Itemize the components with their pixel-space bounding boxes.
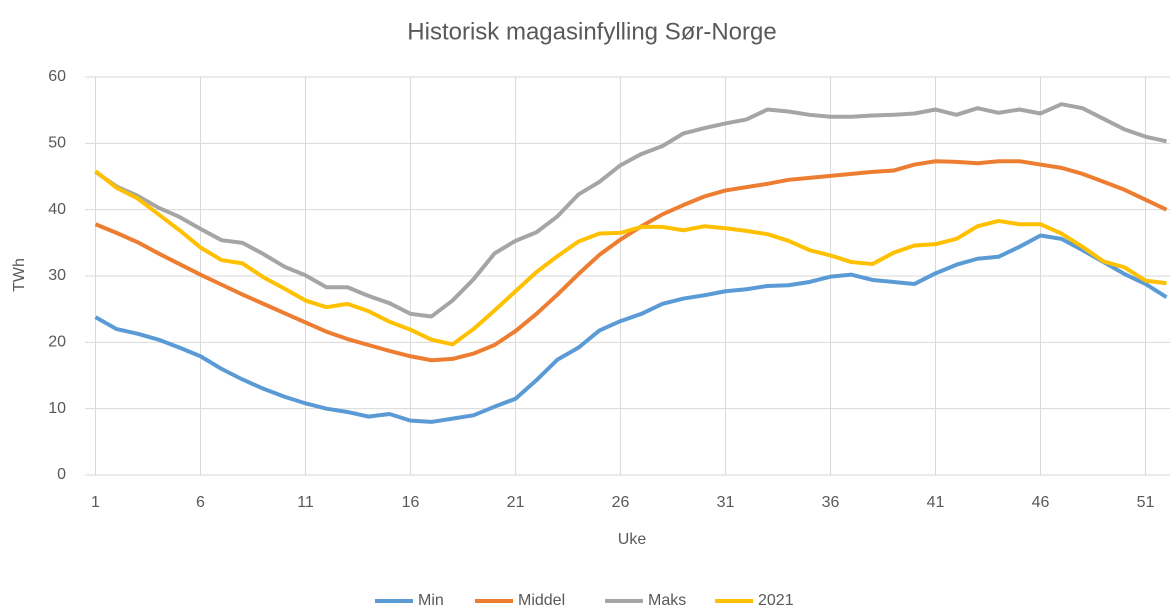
- x-tick-label: 6: [196, 494, 205, 511]
- line-series: [94, 169, 1167, 347]
- legend-label: 2021: [758, 592, 794, 609]
- y-tick-label: 0: [57, 466, 66, 483]
- y-tick-label: 50: [48, 135, 66, 152]
- x-tick-label: 46: [1032, 494, 1050, 511]
- line-series: [94, 102, 1167, 319]
- x-tick-label: 51: [1137, 494, 1155, 511]
- x-tick-label: 16: [402, 494, 420, 511]
- legend-label: Middel: [518, 592, 565, 609]
- y-tick-label: 20: [48, 334, 66, 351]
- legend-label: Maks: [648, 592, 686, 609]
- y-tick-label: 40: [48, 201, 66, 218]
- x-tick-label: 31: [717, 494, 735, 511]
- x-tick-label: 41: [927, 494, 945, 511]
- x-tick-label: 21: [507, 494, 525, 511]
- x-tick-label: 1: [91, 494, 100, 511]
- y-tick-label: 30: [48, 267, 66, 284]
- x-tick-label: 36: [822, 494, 840, 511]
- chart-title: Historisk magasinfylling Sør-Norge: [407, 18, 776, 45]
- x-axis-label: Uke: [618, 531, 647, 548]
- x-tick-label: 11: [297, 494, 314, 511]
- line-series: [94, 159, 1168, 363]
- y-tick-label: 60: [48, 68, 66, 85]
- line-series: [94, 233, 1168, 424]
- y-axis-label: TWh: [11, 258, 28, 292]
- y-tick-label: 10: [48, 400, 66, 417]
- x-tick-label: 26: [612, 494, 630, 511]
- legend-label: Min: [418, 592, 444, 609]
